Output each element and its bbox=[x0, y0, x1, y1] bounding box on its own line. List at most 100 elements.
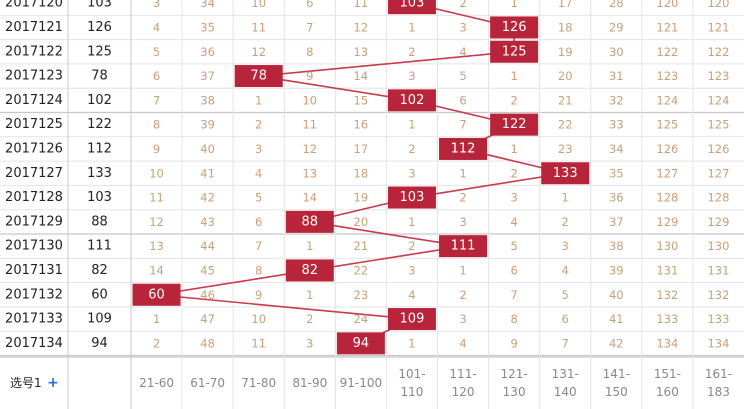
miss-count: 2 bbox=[459, 191, 466, 205]
miss-count: 1 bbox=[408, 336, 415, 350]
miss-count: 21 bbox=[558, 93, 573, 107]
period-label: 2017124 bbox=[5, 93, 63, 108]
period-label: 2017132 bbox=[5, 287, 63, 302]
miss-count: 34 bbox=[609, 142, 624, 156]
miss-count: 130 bbox=[656, 239, 678, 253]
miss-count: 45 bbox=[200, 263, 215, 277]
miss-count: 2 bbox=[459, 0, 466, 10]
miss-count: 5 bbox=[153, 45, 160, 59]
miss-count: 3 bbox=[459, 312, 466, 326]
hit-marker bbox=[285, 210, 334, 233]
miss-count: 38 bbox=[609, 239, 624, 253]
miss-count: 17 bbox=[558, 0, 573, 10]
miss-count: 126 bbox=[656, 142, 678, 156]
column-range-label: 150 bbox=[605, 385, 628, 399]
hit-value: 88 bbox=[302, 214, 319, 229]
select-number-label[interactable]: 选号1 bbox=[10, 376, 42, 390]
hit-marker bbox=[387, 89, 436, 112]
miss-count: 130 bbox=[707, 239, 729, 253]
miss-count: 28 bbox=[609, 0, 624, 10]
period-label: 2017126 bbox=[5, 141, 63, 156]
miss-count: 5 bbox=[510, 239, 517, 253]
value-label: 88 bbox=[91, 214, 108, 229]
miss-count: 7 bbox=[255, 239, 262, 253]
miss-count: 14 bbox=[354, 69, 369, 83]
miss-count: 9 bbox=[306, 69, 313, 83]
miss-count: 1 bbox=[459, 263, 466, 277]
column-range-label: 91-100 bbox=[340, 376, 383, 390]
hit-marker bbox=[336, 332, 385, 355]
miss-count: 21 bbox=[354, 239, 369, 253]
miss-count: 2 bbox=[408, 45, 415, 59]
miss-count: 22 bbox=[354, 263, 369, 277]
miss-count: 4 bbox=[459, 45, 466, 59]
miss-count: 123 bbox=[707, 69, 729, 83]
column-range-label: 141- bbox=[603, 367, 630, 381]
column-range-label: 151- bbox=[654, 367, 681, 381]
miss-count: 127 bbox=[656, 166, 678, 180]
value-label: 103 bbox=[87, 190, 112, 205]
trend-segment bbox=[156, 269, 310, 296]
miss-count: 133 bbox=[707, 312, 729, 326]
hit-marker bbox=[387, 308, 436, 331]
miss-count: 1 bbox=[562, 191, 569, 205]
trend-segment bbox=[309, 245, 464, 272]
miss-count: 20 bbox=[354, 215, 369, 229]
trend-segment bbox=[258, 75, 413, 102]
add-icon[interactable]: + bbox=[47, 375, 59, 391]
miss-count: 12 bbox=[354, 20, 369, 34]
miss-count: 13 bbox=[354, 45, 369, 59]
miss-count: 2 bbox=[510, 166, 517, 180]
period-label: 2017127 bbox=[5, 166, 63, 181]
miss-count: 11 bbox=[149, 191, 164, 205]
miss-count: 35 bbox=[200, 20, 215, 34]
miss-count: 7 bbox=[153, 93, 160, 107]
hit-value: 78 bbox=[250, 69, 267, 84]
hit-marker bbox=[490, 16, 539, 39]
trend-segment bbox=[258, 50, 515, 77]
miss-count: 121 bbox=[656, 20, 678, 34]
miss-count: 1 bbox=[408, 215, 415, 229]
miss-count: 11 bbox=[302, 118, 317, 132]
miss-count: 120 bbox=[707, 0, 729, 10]
hit-value: 60 bbox=[148, 287, 165, 302]
miss-count: 1 bbox=[153, 312, 160, 326]
hit-value: 102 bbox=[400, 93, 425, 108]
miss-count: 1 bbox=[510, 0, 517, 10]
hit-value: 94 bbox=[353, 336, 370, 351]
miss-count: 22 bbox=[558, 118, 573, 132]
miss-count: 36 bbox=[200, 45, 215, 59]
miss-count: 12 bbox=[302, 142, 317, 156]
miss-count: 129 bbox=[656, 215, 678, 229]
miss-count: 20 bbox=[558, 69, 573, 83]
period-label: 2017129 bbox=[5, 214, 63, 229]
column-range-label: 121- bbox=[501, 367, 528, 381]
miss-count: 35 bbox=[609, 166, 624, 180]
miss-count: 134 bbox=[656, 336, 678, 350]
miss-count: 1 bbox=[408, 20, 415, 34]
value-label: 82 bbox=[91, 263, 108, 278]
miss-count: 122 bbox=[707, 45, 729, 59]
miss-count: 44 bbox=[200, 239, 215, 253]
value-label: 103 bbox=[87, 0, 112, 11]
hit-marker bbox=[285, 259, 334, 282]
miss-count: 1 bbox=[510, 142, 517, 156]
hit-value: 103 bbox=[400, 190, 425, 205]
miss-count: 132 bbox=[707, 288, 729, 302]
miss-count: 9 bbox=[255, 288, 262, 302]
trend-segment bbox=[309, 221, 464, 247]
miss-count: 124 bbox=[656, 93, 678, 107]
miss-count: 24 bbox=[354, 312, 369, 326]
value-label: 111 bbox=[87, 239, 112, 254]
hit-marker bbox=[387, 186, 436, 209]
hit-marker bbox=[490, 40, 539, 63]
hit-marker bbox=[541, 162, 590, 185]
miss-count: 12 bbox=[149, 215, 164, 229]
miss-count: 7 bbox=[562, 336, 569, 350]
miss-count: 41 bbox=[200, 166, 215, 180]
miss-count: 30 bbox=[609, 45, 624, 59]
miss-count: 4 bbox=[510, 215, 517, 229]
miss-count: 120 bbox=[656, 0, 678, 10]
miss-count: 4 bbox=[459, 336, 466, 350]
